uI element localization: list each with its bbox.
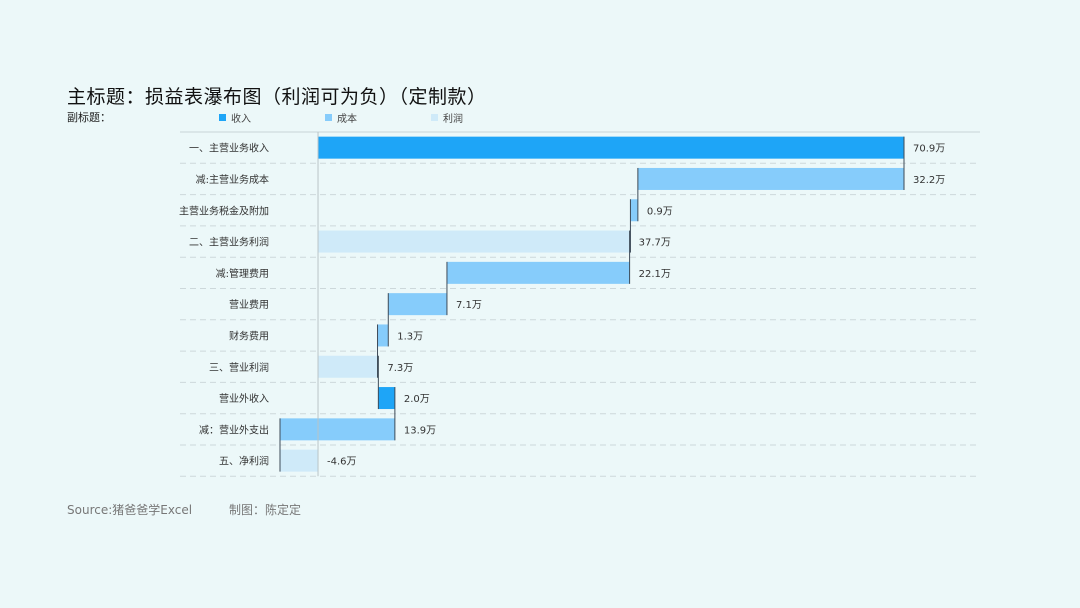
value-label: -4.6万 xyxy=(327,457,357,468)
legend-label: 利润 xyxy=(443,113,463,125)
value-label: 32.2万 xyxy=(913,175,945,186)
legend-item-profit[interactable]: 利润 xyxy=(431,111,463,125)
category-label: 财务费用 xyxy=(229,329,269,342)
category-label: 主营业务税金及附加 xyxy=(179,204,269,217)
legend-item-cost[interactable]: 成本 xyxy=(325,111,357,125)
legend-label: 成本 xyxy=(337,113,357,125)
chart-subtitle: 副标题： xyxy=(67,111,111,124)
bar xyxy=(378,387,395,410)
bar xyxy=(280,449,319,472)
bar xyxy=(630,199,638,222)
category-label: 三、营业利润 xyxy=(209,361,269,374)
legend-label: 收入 xyxy=(231,113,251,125)
bar xyxy=(318,136,904,159)
category-label: 减：营业外支出 xyxy=(199,423,269,436)
category-label: 二、主营业务利润 xyxy=(189,236,269,249)
value-label: 22.1万 xyxy=(639,269,671,280)
category-label: 减:主营业务成本 xyxy=(196,173,269,186)
category-label: 减:管理费用 xyxy=(216,267,269,280)
credit-note: 制图：陈定定 xyxy=(229,503,302,517)
value-label: 70.9万 xyxy=(913,144,945,155)
bar xyxy=(318,230,630,253)
bar xyxy=(318,355,379,378)
category-label: 一、主营业务收入 xyxy=(189,142,269,155)
value-label: 37.7万 xyxy=(639,238,671,249)
value-label: 0.9万 xyxy=(647,206,673,217)
bar xyxy=(446,261,630,284)
legend-item-income[interactable]: 收入 xyxy=(219,111,251,125)
legend-swatch xyxy=(219,113,226,121)
value-label: 1.3万 xyxy=(397,331,423,342)
value-label: 2.0万 xyxy=(404,394,430,405)
category-label: 五、净利润 xyxy=(219,455,269,468)
chart-title: 主标题：损益表瀑布图（利润可为负）（定制款） xyxy=(67,86,487,108)
category-label: 营业外收入 xyxy=(219,392,269,405)
value-label: 7.1万 xyxy=(456,300,482,311)
legend-swatch xyxy=(325,113,332,121)
bar xyxy=(388,293,447,316)
bar xyxy=(637,167,904,190)
source-note: Source:猪爸爸学Excel xyxy=(67,503,193,517)
value-label: 7.3万 xyxy=(387,363,413,374)
legend-swatch xyxy=(431,113,438,121)
category-label: 营业费用 xyxy=(229,298,269,311)
value-label: 13.9万 xyxy=(404,425,436,436)
bar xyxy=(280,418,395,441)
bar xyxy=(377,324,389,347)
